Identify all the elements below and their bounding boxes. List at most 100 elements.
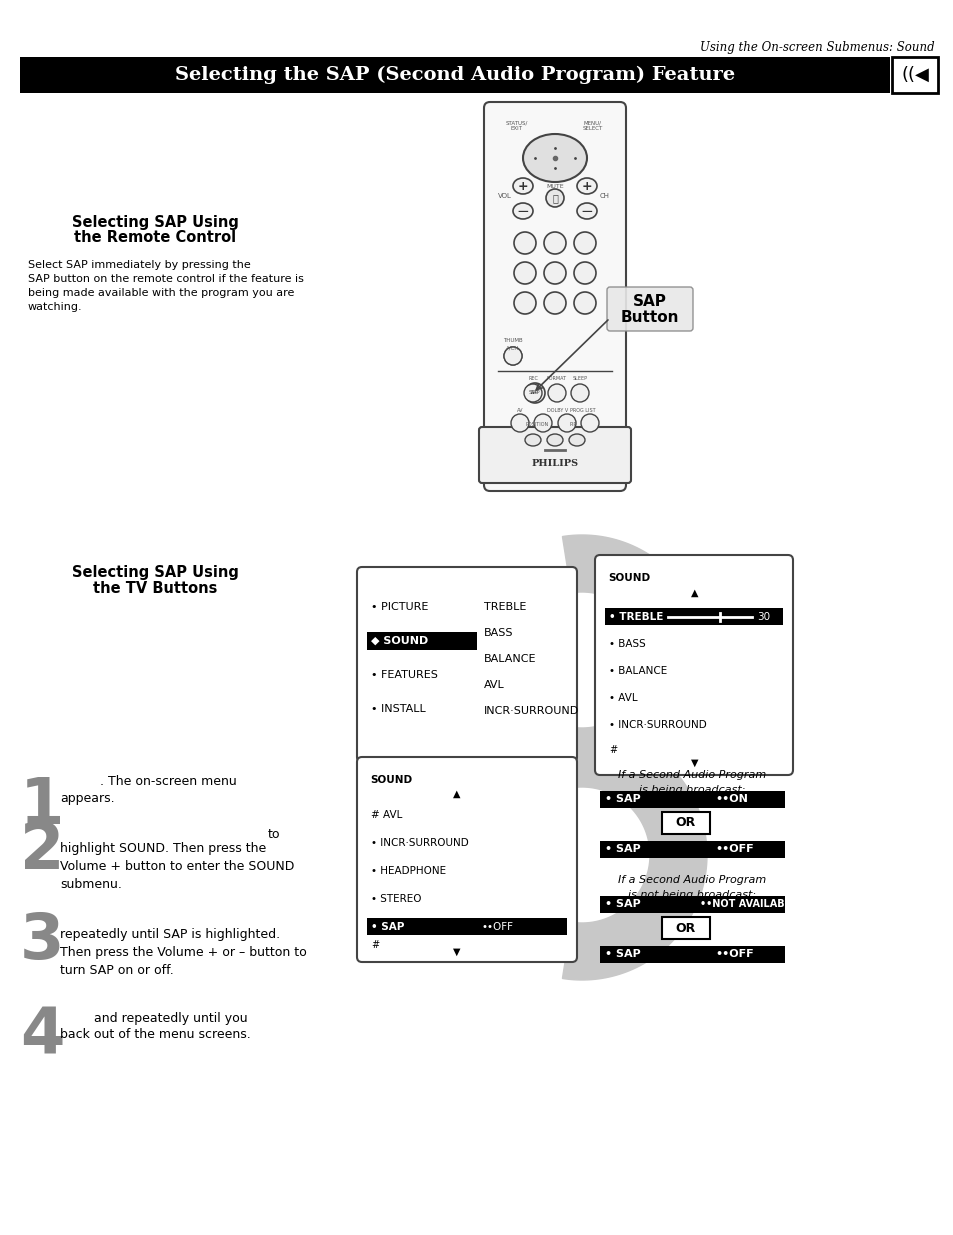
Circle shape xyxy=(571,384,588,403)
Text: • TREBLE: • TREBLE xyxy=(608,613,662,622)
Text: BASS: BASS xyxy=(483,629,513,638)
Text: ▼: ▼ xyxy=(453,947,460,957)
Polygon shape xyxy=(562,730,706,981)
FancyBboxPatch shape xyxy=(483,103,625,492)
Text: TREBLE: TREBLE xyxy=(483,601,526,613)
FancyBboxPatch shape xyxy=(661,918,709,939)
Text: 30: 30 xyxy=(757,613,769,622)
Text: appears.: appears. xyxy=(60,792,114,805)
Circle shape xyxy=(514,232,536,254)
Circle shape xyxy=(523,384,541,403)
Text: • BALANCE: • BALANCE xyxy=(608,666,666,676)
Circle shape xyxy=(543,232,565,254)
Text: • PICTURE: • PICTURE xyxy=(371,601,428,613)
Text: A/CH: A/CH xyxy=(506,346,519,351)
Text: # AVL: # AVL xyxy=(371,810,402,820)
Ellipse shape xyxy=(522,135,586,182)
FancyBboxPatch shape xyxy=(356,757,577,962)
Bar xyxy=(599,946,784,963)
Text: • SAP: • SAP xyxy=(604,794,640,804)
Text: CH: CH xyxy=(599,193,609,199)
Circle shape xyxy=(503,347,521,366)
FancyBboxPatch shape xyxy=(356,567,577,762)
Text: −: − xyxy=(580,204,593,219)
Text: #: # xyxy=(608,745,617,755)
Text: 4: 4 xyxy=(20,1005,64,1067)
Text: SAP: SAP xyxy=(528,390,537,395)
Circle shape xyxy=(511,414,529,432)
Text: • STEREO: • STEREO xyxy=(371,894,421,904)
Circle shape xyxy=(545,189,563,207)
Circle shape xyxy=(524,383,544,403)
Text: . The on-screen menu: . The on-screen menu xyxy=(100,776,236,788)
Text: and repeatedly until you: and repeatedly until you xyxy=(94,1011,248,1025)
Circle shape xyxy=(574,262,596,284)
Text: Selecting SAP Using: Selecting SAP Using xyxy=(71,215,238,230)
Circle shape xyxy=(503,347,521,366)
Text: 2: 2 xyxy=(20,820,64,882)
Circle shape xyxy=(543,291,565,314)
Text: to: to xyxy=(267,827,280,841)
Text: ••OFF: ••OFF xyxy=(714,948,753,960)
Text: MUTE: MUTE xyxy=(546,184,563,189)
Text: AVL: AVL xyxy=(483,680,504,690)
Ellipse shape xyxy=(513,203,533,219)
Text: 1: 1 xyxy=(20,776,64,837)
Text: 3: 3 xyxy=(20,910,64,972)
Text: is being broadcast:: is being broadcast: xyxy=(639,785,745,795)
Circle shape xyxy=(514,291,536,314)
Text: SAP: SAP xyxy=(530,390,539,395)
Text: ▼: ▼ xyxy=(691,758,698,768)
Bar xyxy=(599,790,784,808)
Text: Selecting SAP Using: Selecting SAP Using xyxy=(71,564,238,580)
Ellipse shape xyxy=(546,433,562,446)
Circle shape xyxy=(574,291,596,314)
Text: SOUND: SOUND xyxy=(607,573,649,583)
Text: INCR·SURROUND: INCR·SURROUND xyxy=(483,706,578,716)
Text: • SAP: • SAP xyxy=(604,948,640,960)
Text: AV: AV xyxy=(517,409,522,414)
Text: If a Second Audio Program: If a Second Audio Program xyxy=(618,769,766,781)
Text: • INCR·SURROUND: • INCR·SURROUND xyxy=(608,720,706,730)
Text: ((◀: ((◀ xyxy=(901,65,928,84)
Text: repeatedly until SAP is highlighted.
Then press the Volume + or – button to
turn: repeatedly until SAP is highlighted. The… xyxy=(60,927,307,977)
Text: the TV Buttons: the TV Buttons xyxy=(92,580,217,597)
Text: SLEEP: SLEEP xyxy=(572,375,587,380)
Text: +: + xyxy=(517,179,528,193)
Text: Button: Button xyxy=(620,310,679,325)
Text: • INCR·SURROUND: • INCR·SURROUND xyxy=(371,839,468,848)
Text: Select SAP immediately by pressing the
SAP button on the remote control if the f: Select SAP immediately by pressing the S… xyxy=(28,261,304,312)
FancyBboxPatch shape xyxy=(606,287,692,331)
Text: If a Second Audio Program: If a Second Audio Program xyxy=(618,876,766,885)
Text: ▲: ▲ xyxy=(691,588,698,598)
Text: • HEADPHONE: • HEADPHONE xyxy=(371,866,446,876)
Text: REC: REC xyxy=(528,375,537,380)
Text: STATUS/
EXIT: STATUS/ EXIT xyxy=(505,121,528,131)
Ellipse shape xyxy=(513,178,533,194)
Circle shape xyxy=(534,414,552,432)
Text: −: − xyxy=(517,204,529,219)
Text: • SAP: • SAP xyxy=(604,899,640,909)
Text: OR: OR xyxy=(675,816,696,830)
Text: back out of the menu screens.: back out of the menu screens. xyxy=(60,1028,251,1041)
Circle shape xyxy=(547,384,565,403)
Bar xyxy=(367,918,566,935)
Text: • BASS: • BASS xyxy=(608,638,645,650)
Bar xyxy=(599,897,784,913)
Text: ⏻: ⏻ xyxy=(552,193,558,203)
Text: FORMAT: FORMAT xyxy=(546,375,566,380)
Text: ••OFF: ••OFF xyxy=(714,844,753,853)
Text: • SAP: • SAP xyxy=(604,844,640,853)
Circle shape xyxy=(580,414,598,432)
Text: #: # xyxy=(371,940,378,950)
Text: highlight SOUND. Then press the
Volume + button to enter the SOUND
submenu.: highlight SOUND. Then press the Volume +… xyxy=(60,842,294,890)
Text: +: + xyxy=(581,179,592,193)
Text: • AVL: • AVL xyxy=(608,693,637,703)
Ellipse shape xyxy=(577,203,597,219)
Text: MENU/
SELECT: MENU/ SELECT xyxy=(582,121,602,131)
Ellipse shape xyxy=(568,433,584,446)
Text: • FEATURES: • FEATURES xyxy=(371,671,437,680)
Text: DOLBY V: DOLBY V xyxy=(547,409,568,414)
Text: PIP: PIP xyxy=(569,422,576,427)
Text: ••ON: ••ON xyxy=(714,794,747,804)
